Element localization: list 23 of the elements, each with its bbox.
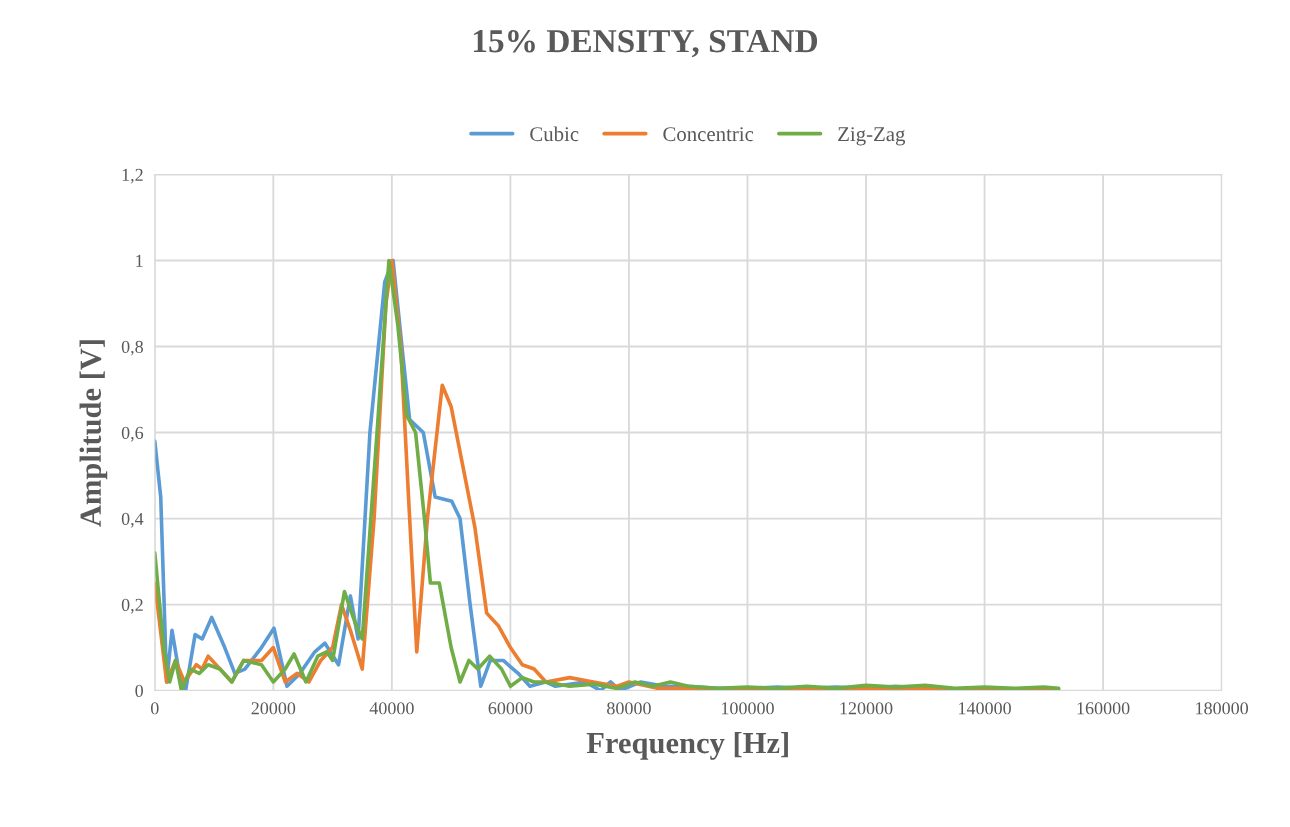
- y-tick-label: 0,8: [121, 340, 143, 356]
- y-axis-title: Amplitude [V]: [79, 340, 108, 527]
- x-tick-label: 100000: [721, 702, 774, 715]
- x-tick-label: 120000: [840, 702, 893, 715]
- y-tick-label: 0,4: [121, 512, 144, 528]
- y-tick-label: 0,6: [121, 426, 144, 442]
- chart-title: 15% DENSITY, STAND: [473, 29, 818, 58]
- x-tick-label: 20000: [251, 702, 296, 715]
- legend-label: Cubic: [530, 126, 579, 142]
- x-tick-label: 40000: [369, 702, 414, 715]
- x-tick-label: 140000: [959, 702, 1011, 715]
- y-tick-label: 1,2: [122, 168, 143, 184]
- legend-label: Zig-Zag: [838, 127, 906, 146]
- x-tick-label: 160000: [1077, 702, 1130, 715]
- x-axis-title: Frequency [Hz]: [586, 731, 788, 760]
- y-tick-label: 0: [135, 684, 143, 697]
- x-tick-label: 60000: [488, 702, 533, 715]
- y-tick-label: 1: [136, 254, 143, 267]
- x-tick-label: 180000: [1196, 702, 1249, 715]
- x-tick-label: 80000: [607, 702, 651, 715]
- x-tick-label: 0: [150, 702, 159, 715]
- y-tick-label: 0,2: [121, 598, 143, 614]
- legend-label: Concentric: [663, 127, 754, 142]
